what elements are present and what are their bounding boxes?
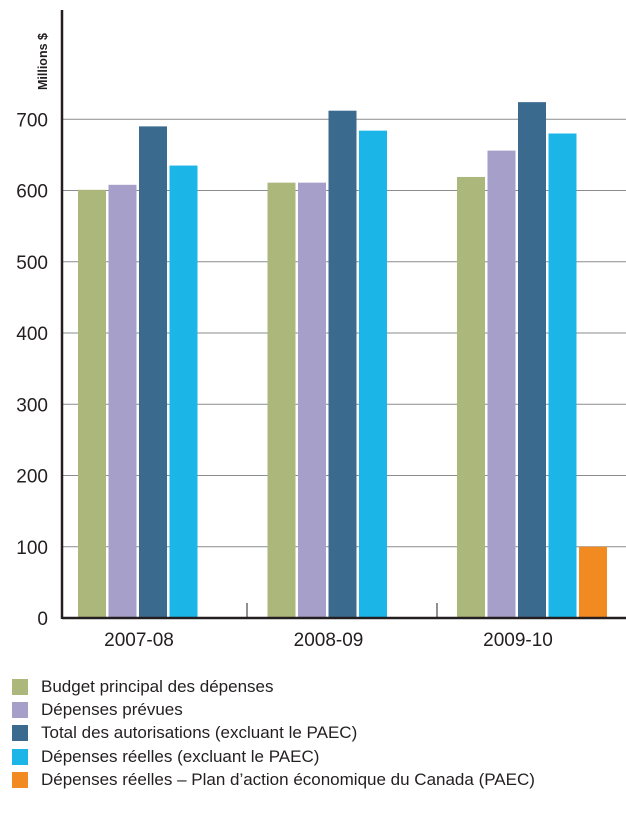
- x-tick-label: 2007-08: [104, 630, 174, 651]
- legend-swatch: [12, 678, 28, 695]
- bar: [298, 182, 326, 618]
- bar: [267, 182, 296, 618]
- legend-item: Dépenses prévues: [12, 698, 535, 721]
- bar: [457, 176, 485, 618]
- y-tick-label: 100: [16, 538, 48, 559]
- legend-swatch: [12, 725, 28, 742]
- bar: [108, 184, 137, 619]
- legend-item: Dépenses réelles (excluant le PAEC): [12, 745, 535, 768]
- bar: [359, 130, 387, 618]
- legend-label: Dépenses réelles (excluant le PAEC): [41, 746, 320, 766]
- y-tick-label: 500: [16, 253, 48, 274]
- bar: [78, 189, 106, 618]
- bar: [518, 102, 546, 618]
- bar: [548, 133, 577, 618]
- legend-label: Dépenses prévues: [41, 699, 183, 719]
- legend-swatch: [12, 748, 28, 765]
- axes: [60, 10, 626, 620]
- bar: [169, 165, 198, 618]
- legend-item: Budget principal des dépenses: [12, 675, 535, 698]
- legend-item: Dépenses réelles – Plan d’action économi…: [12, 768, 535, 791]
- x-tick-label: 2009-10: [483, 630, 553, 651]
- bars: [78, 102, 607, 619]
- legend-swatch: [12, 771, 28, 788]
- y-tick-label: 300: [16, 395, 48, 416]
- y-tick-label: 700: [16, 110, 48, 131]
- y-axis-label: Millions $: [36, 33, 50, 90]
- y-tick-label: 600: [16, 182, 48, 203]
- ticks: 0 100 200 300 400 500 600 700 2007-08 2008-09 2009…: [16, 110, 553, 651]
- y-tick-label: 0: [37, 609, 48, 630]
- legend-label: Budget principal des dépenses: [41, 676, 274, 696]
- bar-chart: 0 100 200 300 400 500 600 700 2007-08 2008-09 2009…: [16, 10, 626, 651]
- bar: [139, 126, 167, 618]
- x-tick-label: 2008-09: [294, 630, 364, 651]
- bar: [579, 546, 607, 618]
- legend-item: Total des autorisations (excluant le PAE…: [12, 722, 535, 745]
- y-tick-label: 400: [16, 324, 48, 345]
- legend-label: Total des autorisations (excluant le PAE…: [41, 723, 358, 743]
- bar: [487, 150, 516, 618]
- y-tick-label: 200: [16, 467, 48, 488]
- legend: Budget principal des dépenses Dépenses pr…: [12, 675, 535, 791]
- legend-swatch: [12, 701, 28, 718]
- legend-label: Dépenses réelles – Plan d’action économi…: [41, 769, 535, 789]
- bar: [328, 110, 357, 618]
